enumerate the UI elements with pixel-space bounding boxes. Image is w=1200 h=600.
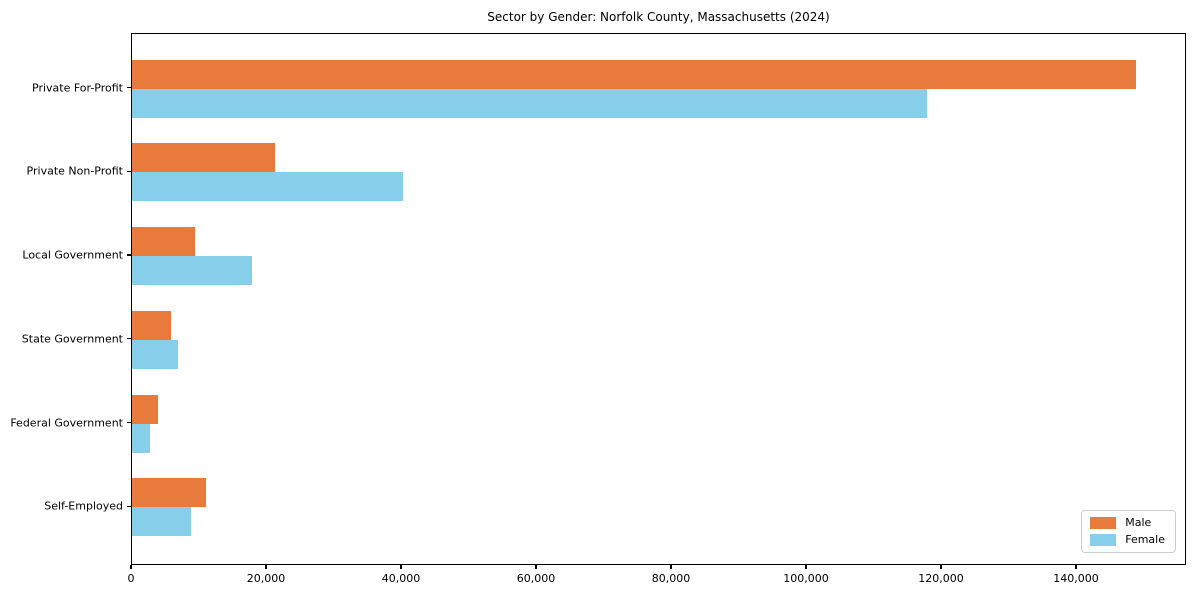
bar-male-private-non-profit: [132, 143, 276, 173]
legend-swatch-male: [1090, 517, 1117, 529]
bar-male-federal-government: [132, 394, 159, 424]
bar-female-private-for-profit: [132, 88, 928, 118]
y-tick-mark-federal-government: [127, 421, 131, 424]
x-tick-mark-40000: [400, 565, 402, 569]
x-tick-label-140000: 140,000: [1053, 572, 1099, 585]
plot-area: Male Female: [131, 33, 1186, 565]
x-tick-label-0: 0: [127, 572, 135, 585]
y-tick-label-private-for-profit: Private For-Profit: [32, 81, 123, 94]
x-tick-mark-140000: [1075, 565, 1077, 569]
legend-label-male: Male: [1125, 516, 1152, 529]
legend-swatch-female: [1090, 534, 1117, 546]
bar-female-federal-government: [132, 423, 150, 453]
bar-male-private-for-profit: [132, 59, 1136, 89]
legend: Male Female: [1081, 510, 1176, 553]
bar-female-self-employed: [132, 507, 192, 537]
x-tick-label-80000: 80,000: [651, 572, 691, 585]
x-tick-label-20000: 20,000: [246, 572, 286, 585]
legend-entry-female: Female: [1090, 534, 1165, 546]
x-tick-mark-20000: [265, 565, 267, 569]
x-tick-label-120000: 120,000: [918, 572, 964, 585]
y-tick-mark-state-government: [127, 338, 131, 340]
y-tick-label-federal-government: Federal Government: [10, 416, 123, 429]
y-tick-label-local-government: Local Government: [22, 248, 123, 262]
x-tick-mark-80000: [670, 565, 672, 569]
bar-female-private-non-profit: [132, 172, 404, 202]
y-tick-mark-self-employed: [127, 505, 131, 507]
chart-title: Sector by Gender: Norfolk County, Massac…: [487, 10, 830, 24]
bar-female-local-government: [132, 256, 252, 285]
y-tick-mark-private-for-profit: [127, 86, 131, 89]
legend-entry-male: Male: [1090, 517, 1165, 529]
x-tick-mark-120000: [940, 565, 942, 569]
bar-male-local-government: [132, 227, 195, 256]
bar-female-state-government: [132, 339, 178, 369]
y-tick-mark-private-non-profit: [127, 170, 131, 172]
y-tick-label-state-government: State Government: [21, 332, 123, 346]
x-tick-label-40000: 40,000: [381, 572, 421, 585]
y-tick-label-private-non-profit: Private Non-Profit: [26, 164, 123, 178]
x-tick-label-100000: 100,000: [783, 572, 829, 585]
bar-male-state-government: [132, 310, 172, 340]
x-tick-mark-100000: [805, 565, 807, 569]
y-tick-label-self-employed: Self-Employed: [44, 499, 123, 513]
x-tick-label-60000: 60,000: [516, 572, 556, 585]
bar-male-self-employed: [132, 478, 206, 508]
x-tick-mark-60000: [535, 565, 537, 569]
x-tick-mark-0: [130, 565, 132, 569]
y-tick-mark-local-government: [127, 254, 131, 256]
legend-label-female: Female: [1125, 533, 1165, 546]
